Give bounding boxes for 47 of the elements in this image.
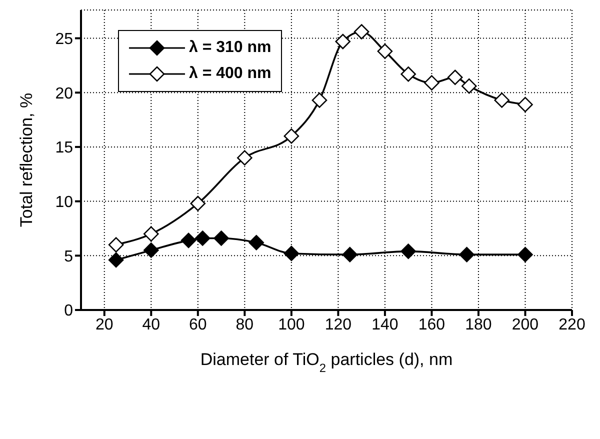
- point: [143, 242, 159, 258]
- point: [214, 230, 229, 246]
- point: [354, 24, 370, 40]
- point: [447, 70, 463, 86]
- point: [459, 246, 474, 262]
- point: [284, 128, 300, 144]
- x-tick-label: 160: [418, 316, 446, 334]
- point: [194, 230, 210, 246]
- x-tick-label: 140: [372, 316, 398, 334]
- x-tick-label: 120: [324, 316, 352, 334]
- point: [377, 44, 393, 59]
- point: [400, 244, 416, 259]
- y-tick-label: 20: [55, 85, 74, 102]
- point: [335, 34, 351, 50]
- legend-label: λ = 310 nm: [189, 39, 272, 57]
- x-tick-label: 200: [512, 316, 539, 334]
- point: [108, 237, 124, 252]
- point: [180, 232, 196, 248]
- x-axis-title: Diameter of TiO$_{2}$ particles (d), nm: [200, 350, 453, 375]
- y-tick-label: 0: [64, 302, 74, 320]
- point: [108, 252, 124, 268]
- point: [284, 246, 300, 262]
- x-tick-label: 40: [142, 316, 160, 334]
- point: [461, 78, 477, 94]
- point: [424, 75, 440, 90]
- legend-label: λ = 400 nm: [189, 65, 272, 83]
- point: [143, 226, 159, 242]
- y-tick-label: 5: [64, 248, 74, 266]
- point: [190, 196, 206, 212]
- x-tick-label: 220: [558, 316, 586, 334]
- point: [342, 246, 358, 262]
- y-tick-label: 10: [55, 194, 74, 211]
- point: [248, 234, 264, 250]
- x-tick-label: 80: [236, 316, 254, 334]
- y-tick-label: 15: [55, 140, 74, 157]
- point: [494, 92, 510, 108]
- x-tick-label: 20: [95, 316, 114, 334]
- y-tick-label: 25: [55, 30, 74, 48]
- point: [518, 96, 533, 112]
- point: [237, 150, 252, 166]
- point: [312, 92, 328, 108]
- point: [400, 66, 416, 82]
- x-tick-label: 180: [465, 316, 492, 334]
- x-tick-label: 60: [189, 316, 207, 334]
- y-axis-title: Total reflection, %: [17, 92, 36, 228]
- point: [518, 246, 533, 262]
- x-tick-label: 100: [278, 316, 305, 334]
